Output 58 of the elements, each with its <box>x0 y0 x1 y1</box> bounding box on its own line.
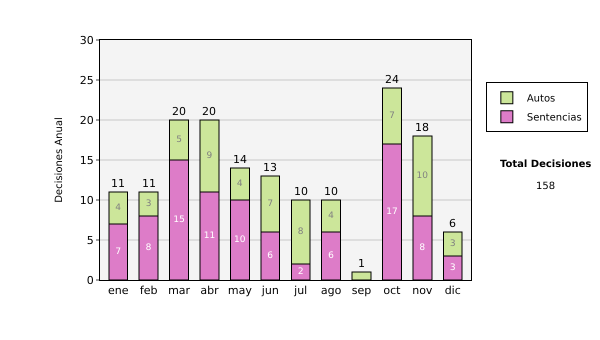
data-label: 6 <box>267 251 274 261</box>
data-label: 4 <box>115 203 122 213</box>
x-tick-label: abr <box>200 284 220 298</box>
y-tick-label: 20 <box>80 114 94 127</box>
data-label: 15 <box>173 215 185 225</box>
data-label: 4 <box>328 211 334 221</box>
x-tick-label: dic <box>444 284 461 298</box>
data-label: 7 <box>267 199 274 209</box>
y-tick-label: 30 <box>80 34 94 47</box>
total-label: 10 <box>294 185 308 198</box>
total-label: 14 <box>233 153 247 166</box>
total-label: 20 <box>172 105 186 118</box>
total-label: 11 <box>111 177 125 190</box>
data-label: 7 <box>115 247 122 257</box>
total-label: 18 <box>415 121 429 134</box>
y-tick-label: 0 <box>86 274 94 287</box>
y-tick-label: 5 <box>86 234 94 247</box>
data-label: 8 <box>419 243 426 253</box>
legend-label: Autos <box>526 94 556 105</box>
data-label: 3 <box>450 263 456 273</box>
x-tick-label: may <box>228 284 252 298</box>
total-label: 20 <box>202 105 216 118</box>
data-label: 3 <box>450 239 456 249</box>
data-label: 6 <box>328 251 334 261</box>
legend-label: Sentencias <box>526 112 582 124</box>
x-tick-label: mar <box>168 284 191 298</box>
y-tick-label: 10 <box>80 194 94 207</box>
data-label: 8 <box>298 227 304 237</box>
data-label: 8 <box>146 243 152 253</box>
total-label: 13 <box>263 161 277 174</box>
x-tick-label: sep <box>352 284 372 298</box>
data-label: 11 <box>204 231 216 241</box>
x-tick-label: feb <box>140 284 158 298</box>
text: Total Decisiones <box>500 159 592 170</box>
total-label: 6 <box>449 217 456 230</box>
x-tick-label: ene <box>108 284 129 298</box>
data-label: 3 <box>146 199 152 209</box>
x-tick-label: oct <box>383 284 402 298</box>
data-label: 4 <box>236 179 243 189</box>
data-label: 7 <box>389 111 395 121</box>
data-label: 9 <box>206 151 212 161</box>
y-tick-label: 25 <box>80 74 94 87</box>
text: 158 <box>536 181 556 192</box>
total-label: 1 <box>358 257 365 270</box>
y-axis-title: Decisiones Anual <box>54 117 65 203</box>
x-tick-label: nov <box>412 284 433 298</box>
y-tick-label: 15 <box>80 154 94 167</box>
data-label: 17 <box>386 207 398 217</box>
data-label: 2 <box>298 267 304 277</box>
total-label: 11 <box>142 177 156 190</box>
x-tick-label: ago <box>320 284 342 298</box>
total-label: 24 <box>385 73 399 86</box>
x-tick-label: jul <box>293 284 308 298</box>
data-label: 10 <box>416 171 428 181</box>
data-label: 10 <box>234 235 246 245</box>
total-label: 10 <box>324 185 338 198</box>
data-label: 5 <box>176 135 182 145</box>
x-tick-label: jun <box>260 284 279 298</box>
